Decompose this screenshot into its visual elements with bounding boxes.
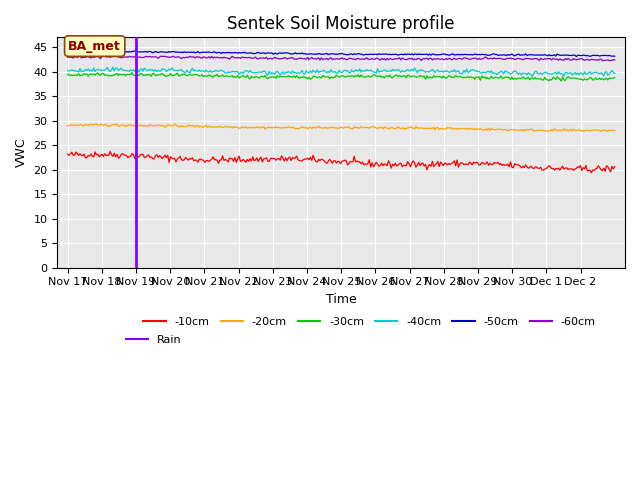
Legend: Rain: Rain [122, 331, 186, 350]
Y-axis label: VWC: VWC [15, 138, 28, 168]
Title: Sentek Soil Moisture profile: Sentek Soil Moisture profile [227, 15, 455, 33]
X-axis label: Time: Time [326, 293, 356, 306]
Text: BA_met: BA_met [68, 39, 121, 53]
